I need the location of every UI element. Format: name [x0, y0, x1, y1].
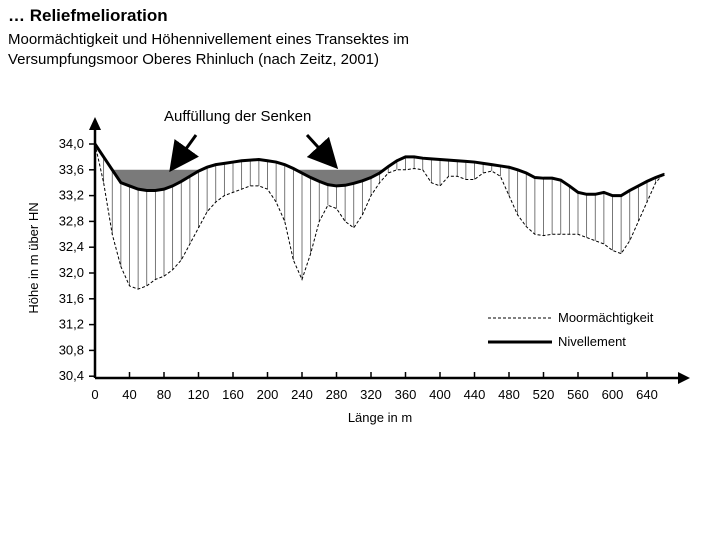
x-tick-label: 120: [188, 387, 210, 402]
filled-depression-1: [112, 169, 202, 191]
filled-depression-2: [295, 169, 384, 186]
x-tick-label: 320: [360, 387, 382, 402]
y-tick-label: 32,8: [59, 213, 84, 228]
moormaechtigkeit-line: [94, 143, 665, 290]
legend: Moormächtigkeit Nivellement: [488, 310, 654, 349]
annotation-arrow-left: [169, 134, 199, 173]
y-tick-label: 33,2: [59, 188, 84, 203]
x-tick-label: 400: [429, 387, 451, 402]
y-tick-label: 31,2: [59, 317, 84, 332]
tick-layer: 0 40 80 120 160 200 240 280 320 360 400 440 480 520 56…: [59, 136, 658, 402]
x-tick-label: 440: [464, 387, 486, 402]
annotation-label: Auffüllung der Senken: [164, 108, 312, 125]
y-tick-label: 33,6: [59, 162, 84, 177]
x-tick-label: 520: [533, 387, 555, 402]
y-tick-label: 34,0: [59, 136, 84, 151]
x-tick-label: 600: [602, 387, 624, 402]
x-tick-label: 240: [291, 387, 313, 402]
y-tick-label: 30,8: [59, 342, 84, 357]
y-tick-label: 31,6: [59, 291, 84, 306]
subtitle-line-2: Versumpfungsmoor Oberes Rhinluch (nach Z…: [8, 51, 380, 68]
x-tick-label: 480: [498, 387, 520, 402]
legend-label-moormaechtigkeit: Moormächtigkeit: [558, 310, 654, 325]
legend-label-nivellement: Nivellement: [558, 334, 626, 349]
y-tick-label: 32,4: [59, 239, 84, 254]
x-tick-label: 160: [222, 387, 244, 402]
y-axis-title: Höhe in m über HN: [26, 202, 41, 313]
x-tick-label: 0: [91, 387, 98, 402]
y-axis-arrow: [89, 117, 101, 130]
subtitle-line-1: Moormächtigkeit und Höhennivellement ein…: [8, 31, 410, 48]
x-tick-label: 200: [257, 387, 279, 402]
peat-hatch-layer: [103, 156, 665, 290]
y-tick-label: 32,0: [59, 265, 84, 280]
nivellement-line: [93, 143, 665, 198]
x-axis-arrow: [678, 372, 690, 384]
annotation-arrow-right: [305, 133, 339, 170]
series-layer: [93, 143, 665, 290]
y-tick-label: 30,4: [59, 368, 84, 383]
x-tick-label: 40: [122, 387, 136, 402]
x-tick-label: 640: [636, 387, 658, 402]
chart-subtitle: Moormächtigkeit und Höhennivellement ein…: [8, 30, 708, 70]
x-tick-label: 560: [567, 387, 589, 402]
annotation-arrows: [169, 133, 339, 173]
slide-title: … Reliefmelioration: [8, 6, 168, 25]
fill-area-layer: [112, 169, 384, 191]
x-tick-label: 360: [395, 387, 417, 402]
x-axis-title: Länge in m: [348, 410, 412, 425]
x-tick-label: 280: [326, 387, 348, 402]
x-tick-label: 80: [157, 387, 171, 402]
